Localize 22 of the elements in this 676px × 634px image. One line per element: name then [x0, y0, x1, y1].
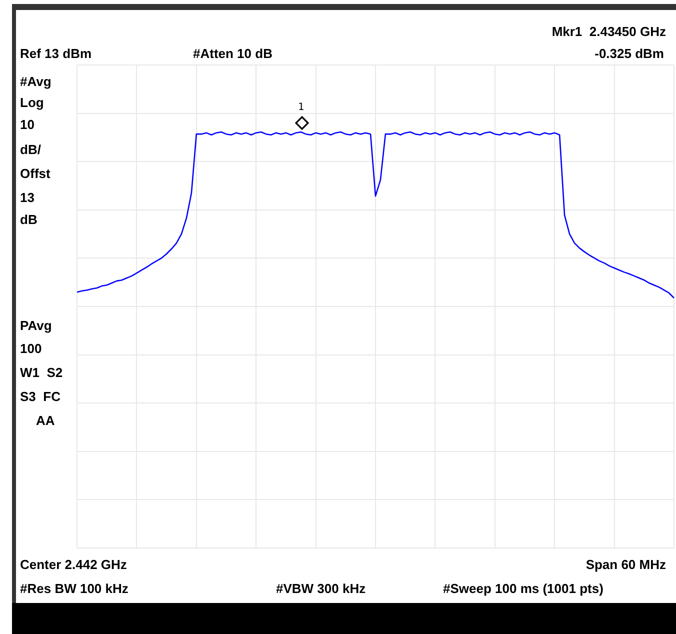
text: #Res BW 100 kHz — [20, 581, 128, 597]
text: AA — [36, 413, 55, 429]
text: Mkr1 2.43450 GHz — [552, 24, 666, 40]
text: #Avg — [20, 74, 52, 90]
text: dB/ — [20, 142, 41, 158]
text: 13 — [20, 190, 34, 206]
text: S3 FC — [20, 389, 60, 405]
text: Log — [20, 95, 44, 111]
text: Center 2.442 GHz — [20, 557, 127, 573]
text: #Sweep 100 ms (1001 pts) — [443, 581, 604, 597]
text: 100 — [20, 341, 42, 357]
text: Offst — [20, 166, 50, 182]
text: 1 — [298, 101, 304, 115]
text: PAvg — [20, 318, 52, 334]
text: 10 — [20, 117, 34, 133]
text: Ref 13 dBm — [20, 46, 92, 62]
text: -0.325 dBm — [594, 46, 664, 62]
text: #Atten 10 dB — [193, 46, 272, 62]
text: W1 S2 — [20, 365, 63, 381]
text: dB — [20, 212, 38, 228]
text: #VBW 300 kHz — [276, 581, 366, 597]
text: Span 60 MHz — [586, 557, 666, 573]
